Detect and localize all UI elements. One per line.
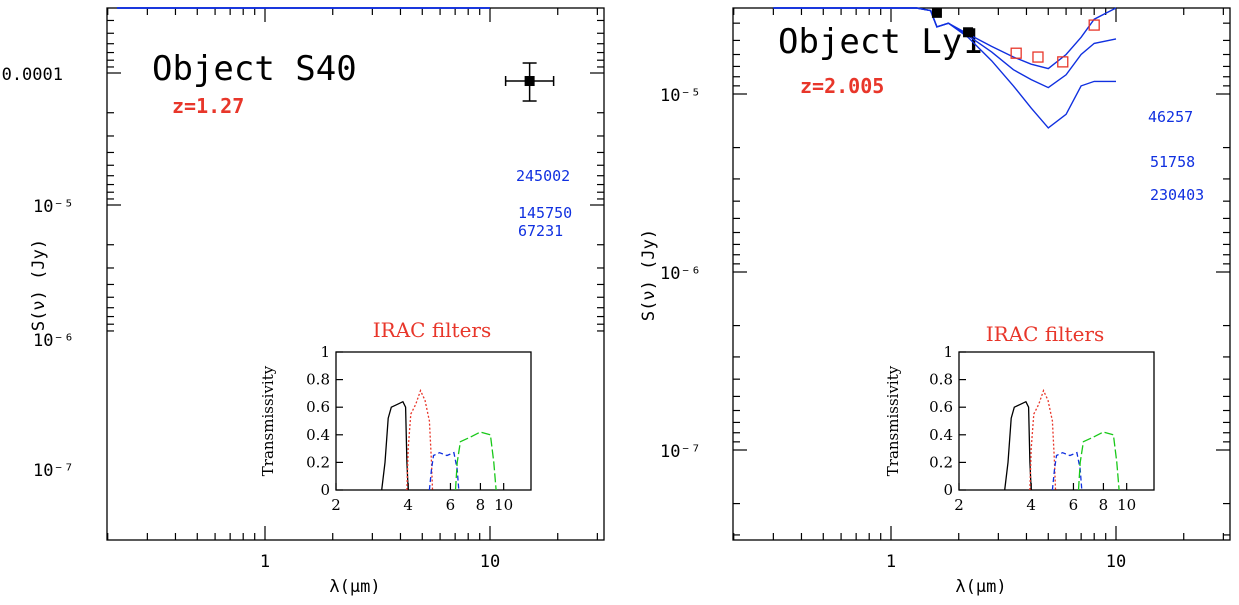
x-tick-label: 10 xyxy=(1106,552,1126,572)
irac-channel-3-curve xyxy=(1051,451,1083,491)
inset-y-tick-label: 0.8 xyxy=(306,371,330,389)
inset-x-tick-label: 8 xyxy=(1099,496,1109,514)
inset-x-tick-label: 4 xyxy=(403,496,413,514)
y-tick-label: 10⁻⁶ xyxy=(660,264,701,284)
irac-channel-4-curve xyxy=(454,431,497,491)
inset-frame xyxy=(958,351,1155,491)
inset-y-tick-label: 0 xyxy=(320,481,330,499)
inset-irac-filters: IRAC filters Transmissivity 0 0.2 0.4 0.6 0.… xyxy=(259,318,532,514)
series-label: 230403 xyxy=(1150,186,1204,204)
x-axis-label: λ(μm) xyxy=(329,577,380,597)
panel-title: Object S40 xyxy=(152,49,357,89)
irac-channel-2-curve xyxy=(406,388,434,491)
inset-y-tick-label: 0.6 xyxy=(929,398,953,416)
y-tick-label: 10⁻⁷ xyxy=(660,442,701,462)
irac-channel-2-curve xyxy=(1029,388,1057,491)
inset-y-label: Transmissivity xyxy=(259,365,277,476)
irac-channel-1-curve xyxy=(1004,400,1032,491)
inset-frame xyxy=(335,351,532,491)
plot-frame xyxy=(732,7,1231,541)
inset-y-tick-label: 0.2 xyxy=(306,453,330,471)
inset-y-tick-label: 0.8 xyxy=(929,371,953,389)
y-tick-label: 10⁻⁵ xyxy=(33,197,74,217)
redshift-label: z=2.005 xyxy=(800,74,884,98)
inset-x-tick-label: 6 xyxy=(446,496,456,514)
irac-point xyxy=(1088,19,1100,31)
sed-curves xyxy=(773,7,1117,129)
irac-point xyxy=(1032,51,1044,63)
inset-y-tick-label: 0.2 xyxy=(929,453,953,471)
inset-irac-filters: IRAC filters Transmissivity 0 0.2 0.4 0.6 0.… xyxy=(884,322,1155,514)
inset-y-tick-label: 1 xyxy=(943,343,953,361)
series-label: 46257 xyxy=(1148,108,1193,126)
y-tick-label: 10⁻⁶ xyxy=(33,331,74,351)
inset-title: IRAC filters xyxy=(986,322,1105,346)
x-tick-label: 1 xyxy=(260,552,270,572)
series-label: 51758 xyxy=(1150,153,1195,171)
inset-y-tick-label: 0.6 xyxy=(306,398,330,416)
inset-y-tick-label: 1 xyxy=(320,343,330,361)
error-bar-point xyxy=(524,76,535,87)
inset-y-tick-label: 0.4 xyxy=(929,426,953,444)
inset-x-tick-label: 2 xyxy=(954,496,964,514)
photometry-points xyxy=(931,7,1100,68)
series-label: 67231 xyxy=(518,222,563,240)
irac-point xyxy=(1010,47,1022,59)
series-label: 145750 xyxy=(518,204,572,222)
error-bar xyxy=(504,62,555,102)
y-tick-label: 10⁻⁷ xyxy=(33,461,74,481)
inset-x-tick-label: 2 xyxy=(331,496,341,514)
panel-title: Object Ly1 xyxy=(778,22,983,62)
sed-curve-230403 xyxy=(773,7,1117,70)
inset-y-tick-label: 0 xyxy=(943,481,953,499)
inset-x-tick-label: 6 xyxy=(1069,496,1079,514)
irac-channel-3-curve xyxy=(428,451,460,491)
inset-y-label: Transmissivity xyxy=(884,365,902,476)
inset-x-tick-label: 10 xyxy=(494,496,513,514)
photometry-point xyxy=(963,27,974,38)
y-axis-label: S(ν) (Jy) xyxy=(29,239,49,331)
y-tick-label: 0.0001 xyxy=(2,65,63,85)
tick-marks xyxy=(733,8,1230,540)
redshift-label: z=1.27 xyxy=(172,94,244,118)
series-label: 245002 xyxy=(516,167,570,185)
panel-ly1: Object Ly1 z=2.005 10⁻⁵ 10⁻⁶ 10⁻⁷ 1 10 λ… xyxy=(639,7,1231,597)
inset-x-tick-label: 4 xyxy=(1026,496,1036,514)
x-tick-label: 10 xyxy=(480,552,500,572)
tick-marks xyxy=(107,8,604,540)
irac-point xyxy=(1057,56,1069,68)
inset-content: 0 0.2 0.4 0.6 0.8 1 2 4 6 8 10 xyxy=(306,343,513,514)
inset-title: IRAC filters xyxy=(373,318,492,342)
x-tick-label: 1 xyxy=(886,552,896,572)
x-axis-label: λ(μm) xyxy=(955,577,1006,597)
series-labels: 46257 51758 230403 xyxy=(1148,108,1204,204)
y-axis-label: S(ν) (Jy) xyxy=(639,229,659,321)
y-tick-label: 10⁻⁵ xyxy=(660,86,701,106)
panel-s40: Object S40 z=1.27 0.0001 10⁻⁵ 10⁻⁶ 10⁻⁷ … xyxy=(2,7,605,597)
inset-x-tick-label: 8 xyxy=(476,496,486,514)
inset-content: 0 0.2 0.4 0.6 0.8 1 2 4 6 8 10 xyxy=(929,343,1136,514)
irac-channel-4-curve xyxy=(1077,431,1120,491)
photometry-point xyxy=(931,7,942,18)
inset-y-tick-label: 0.4 xyxy=(306,426,330,444)
irac-channel-1-curve xyxy=(381,400,409,491)
inset-x-tick-label: 10 xyxy=(1117,496,1136,514)
